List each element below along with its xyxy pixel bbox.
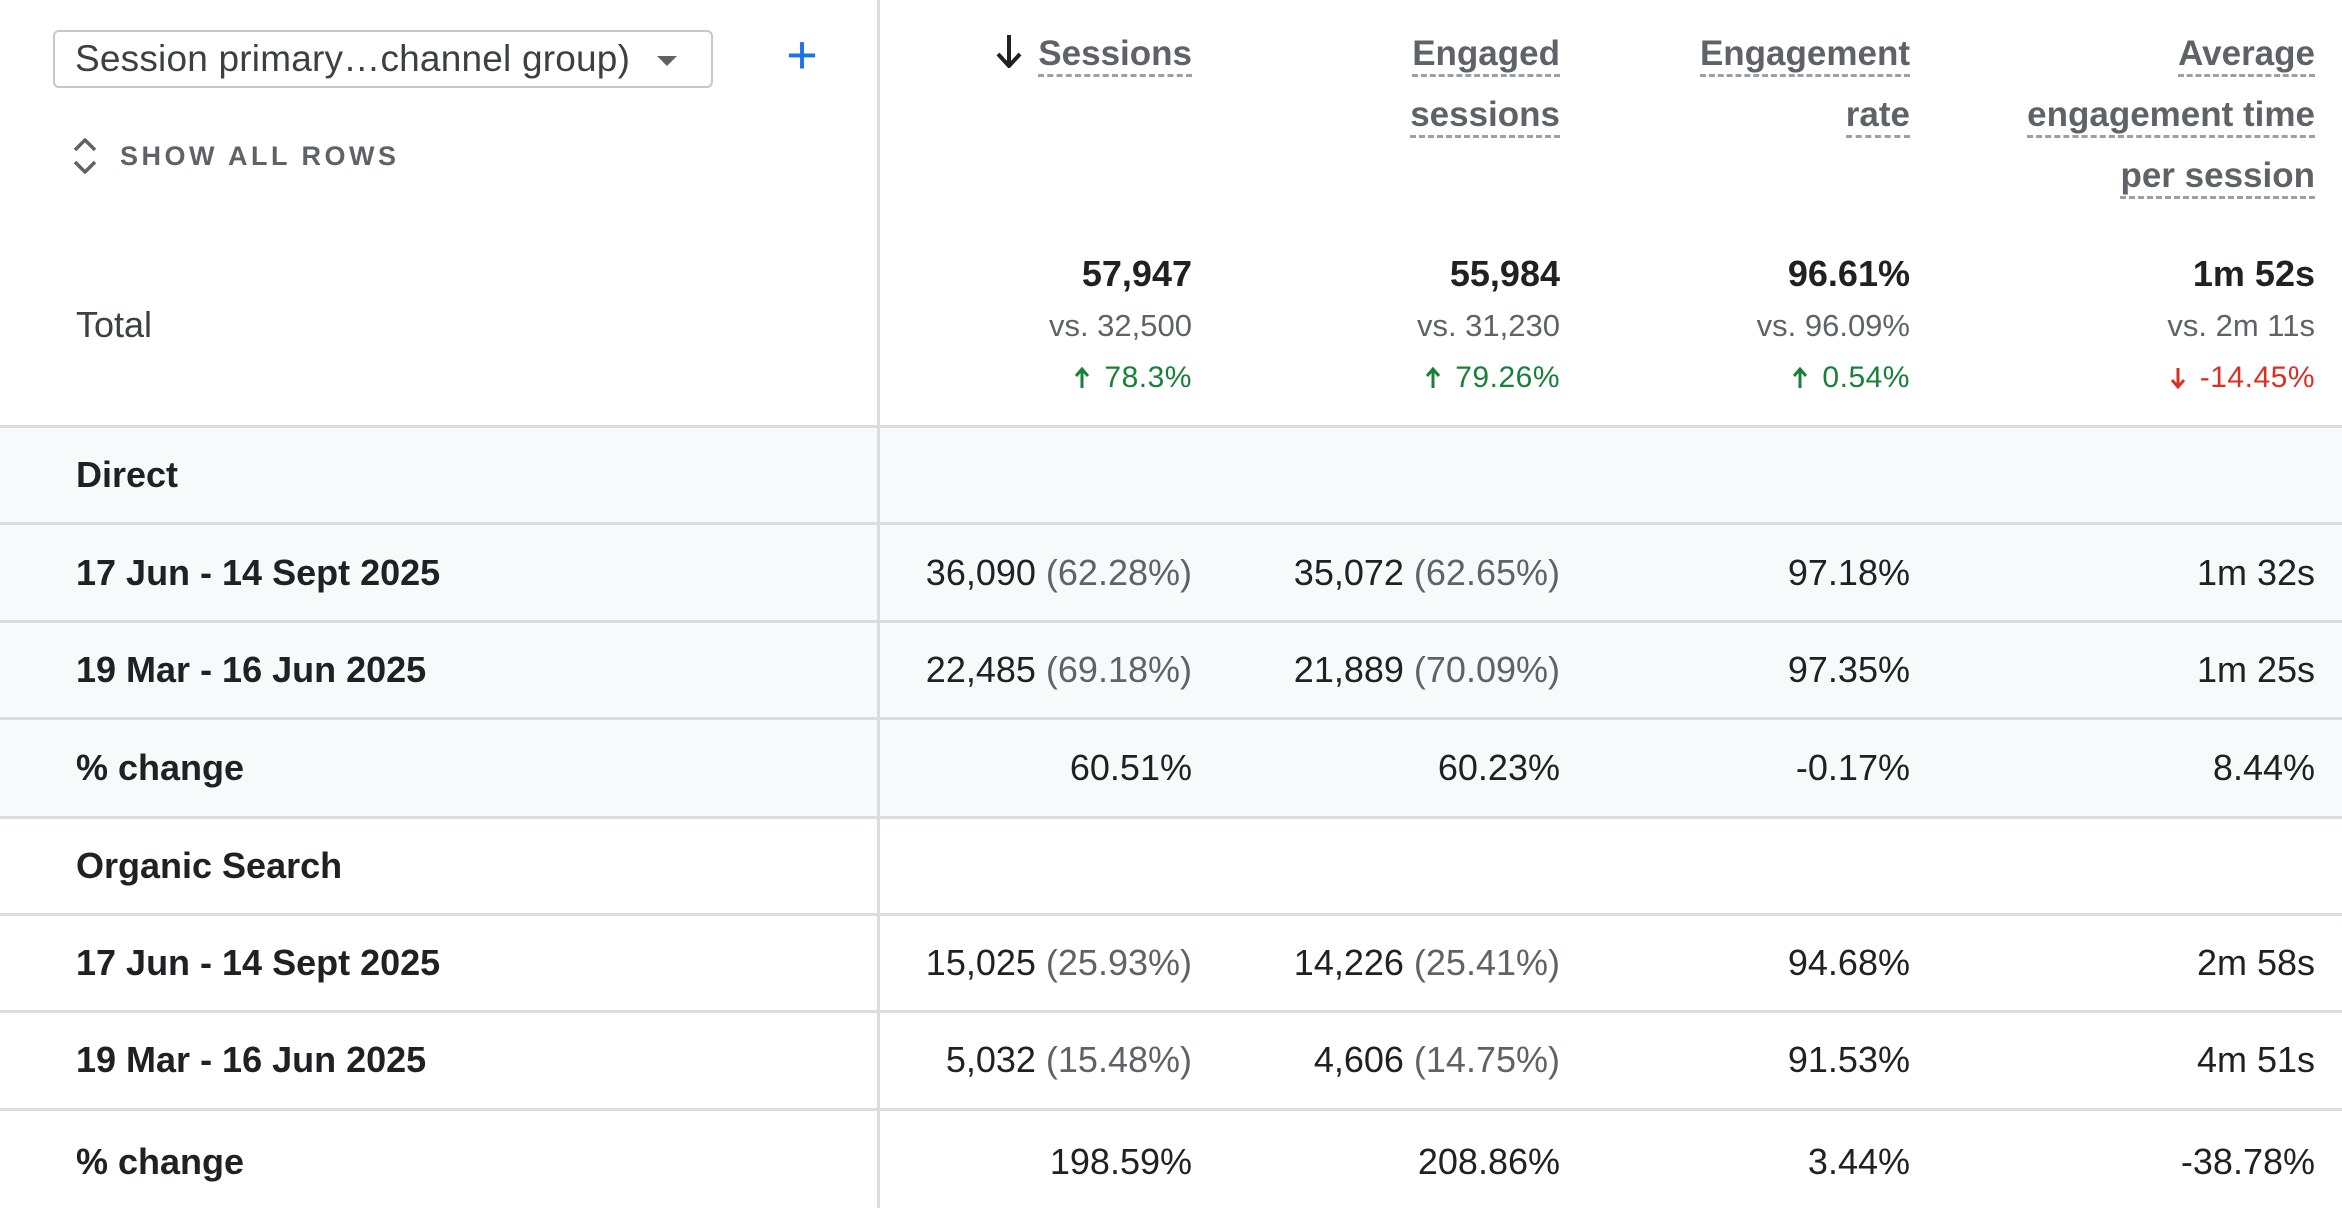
total-comparison: vs. 2m 11s (2167, 308, 2315, 343)
arrow-up-icon (1793, 366, 1808, 388)
total-value: 55,984 (1449, 253, 1560, 294)
column-header-line: Engagement (1699, 34, 1910, 77)
column-header-line: Engaged (1412, 34, 1560, 77)
table-header: Session primary…channel group) + SHOW AL… (0, 0, 2342, 428)
column-header-line: Average (2178, 34, 2315, 77)
total-average-engagement-time: 1m 52s vs. 2m 11s -14.45% (2167, 252, 2315, 398)
cell-engaged-sessions: 208.86% (1417, 1141, 1560, 1182)
total-comparison: vs. 31,230 (1416, 308, 1560, 343)
total-value: 96.61% (1787, 253, 1910, 294)
column-header-sessions-label: Sessions (1038, 34, 1192, 77)
total-engaged-sessions: 55,984 vs. 31,230 79.26% (1417, 252, 1560, 398)
table-row: 17 Jun - 14 Sept 2025 36,090 (62.28%) 35… (0, 525, 2342, 623)
column-header-line: rate (1845, 95, 1910, 138)
row-label: % change (76, 747, 245, 788)
unfold-icon (70, 134, 100, 178)
cell-engagement-rate: -0.17% (1795, 747, 1910, 788)
row-label: 17 Jun - 14 Sept 2025 (76, 552, 441, 593)
table-row: 19 Mar - 16 Jun 2025 5,032 (15.48%) 4,60… (0, 1013, 2342, 1111)
group-name: Direct (76, 454, 179, 495)
cell-engaged-sessions: 14,226 (25.41%) (1293, 942, 1560, 983)
column-header-engaged-sessions[interactable]: Engaged sessions (1410, 28, 1560, 150)
arrow-up-icon (1075, 366, 1090, 388)
arrow-up-icon (1426, 366, 1441, 388)
cell-sessions: 5,032 (15.48%) (945, 1039, 1192, 1080)
cell-engaged-sessions: 21,889 (70.09%) (1293, 649, 1560, 690)
total-comparison: vs. 96.09% (1756, 308, 1910, 343)
group-header-row: Direct (0, 428, 2342, 525)
arrow-down-icon (994, 32, 1024, 85)
row-label: 19 Mar - 16 Jun 2025 (76, 1039, 427, 1080)
total-change: 0.54% (1757, 358, 1910, 398)
cell-sessions: 15,025 (25.93%) (925, 942, 1192, 983)
cell-sessions: 36,090 (62.28%) (925, 552, 1192, 593)
cell-engaged-sessions: 60.23% (1437, 747, 1560, 788)
cell-average-engagement-time: 2m 58s (2196, 942, 2315, 983)
column-divider (877, 0, 880, 1208)
row-label: 17 Jun - 14 Sept 2025 (76, 942, 441, 983)
cell-average-engagement-time: 4m 51s (2196, 1039, 2315, 1080)
column-header-line: per session (2120, 156, 2315, 199)
cell-engagement-rate: 97.35% (1787, 649, 1910, 690)
total-sessions: 57,947 vs. 32,500 78.3% (1049, 252, 1192, 398)
total-label: Total (76, 304, 153, 345)
cell-engagement-rate: 94.68% (1787, 942, 1910, 983)
total-comparison: vs. 32,500 (1048, 308, 1192, 343)
group-name: Organic Search (76, 845, 343, 886)
row-label: 19 Mar - 16 Jun 2025 (76, 649, 427, 690)
caret-down-icon (657, 56, 677, 66)
table-row-change: % change 198.59% 208.86% 3.44% -38.78% (0, 1111, 2342, 1208)
total-change: -14.45% (2167, 358, 2315, 398)
dimension-select-label: Session primary…channel group) (75, 38, 631, 79)
column-header-engagement-rate[interactable]: Engagement rate (1699, 28, 1910, 150)
cell-average-engagement-time: 1m 25s (2196, 649, 2315, 690)
table-row: 17 Jun - 14 Sept 2025 15,025 (25.93%) 14… (0, 916, 2342, 1013)
dimension-select[interactable]: Session primary…channel group) (53, 30, 713, 88)
total-value: 57,947 (1081, 253, 1192, 294)
total-change: 79.26% (1417, 358, 1560, 398)
total-change: 78.3% (1049, 358, 1192, 398)
column-header-sessions[interactable]: Sessions (994, 28, 1192, 89)
total-value: 1m 52s (2192, 253, 2315, 294)
cell-engagement-rate: 3.44% (1807, 1141, 1910, 1182)
cell-sessions: 60.51% (1069, 747, 1192, 788)
row-label: % change (76, 1141, 245, 1182)
arrow-down-icon (2170, 368, 2185, 390)
show-all-rows-button[interactable]: SHOW ALL ROWS (70, 134, 399, 178)
cell-average-engagement-time: -38.78% (2180, 1141, 2315, 1182)
cell-engaged-sessions: 4,606 (14.75%) (1313, 1039, 1560, 1080)
table-row-change: % change 60.51% 60.23% -0.17% 8.44% (0, 720, 2342, 819)
total-engagement-rate: 96.61% vs. 96.09% 0.54% (1757, 252, 1910, 398)
cell-average-engagement-time: 1m 32s (2196, 552, 2315, 593)
group-header-row: Organic Search (0, 819, 2342, 916)
column-header-average-engagement-time[interactable]: Average engagement time per session (2027, 28, 2315, 211)
add-dimension-button[interactable]: + (786, 25, 818, 85)
column-header-line: engagement time (2027, 95, 2315, 138)
cell-average-engagement-time: 8.44% (2212, 747, 2315, 788)
cell-sessions: 22,485 (69.18%) (925, 649, 1192, 690)
cell-engaged-sessions: 35,072 (62.65%) (1293, 552, 1560, 593)
show-all-rows-label: SHOW ALL ROWS (120, 140, 400, 171)
table-row: 19 Mar - 16 Jun 2025 22,485 (69.18%) 21,… (0, 623, 2342, 720)
cell-sessions: 198.59% (1049, 1141, 1192, 1182)
cell-engagement-rate: 97.18% (1787, 552, 1910, 593)
cell-engagement-rate: 91.53% (1787, 1039, 1910, 1080)
column-header-line: sessions (1410, 95, 1560, 138)
